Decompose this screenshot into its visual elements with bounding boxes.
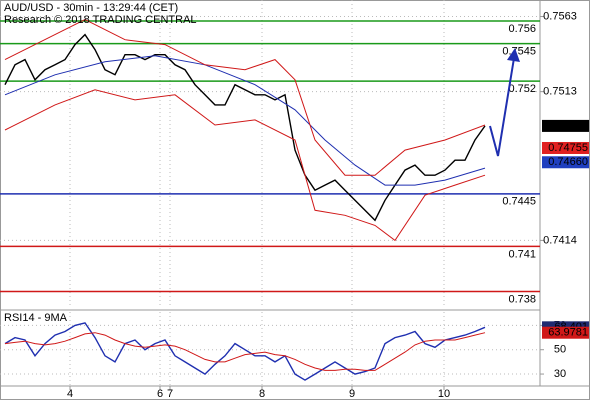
x-tick-label: 4 [67,388,73,400]
level-label: 0.752 [508,83,536,95]
series-line [4,322,486,381]
series-line [4,55,486,186]
rsi-title: RSI14 - 9MA [4,312,68,324]
x-tick-label: 6 [157,388,163,400]
price-box-label: 63.9781 [548,327,588,339]
price-box [542,326,589,339]
series-line [4,89,486,242]
x-tick-label: 9 [349,388,355,400]
price-box-label: 0.74755 [548,142,588,154]
y-tick-label: 30 [554,368,566,380]
level-label: 0.738 [508,293,536,305]
price-box [542,119,589,132]
chart-title: AUD/USD - 30min - 13:29:44 (CET) [4,2,178,14]
price-box-label: 0.74902 [548,120,588,132]
y-tick-label: 0.7563 [543,10,577,22]
x-tick-label: 8 [259,388,265,400]
price-box-label: 0.74660 [548,156,588,168]
x-tick-label: 7 [167,388,173,400]
arrow-head [507,48,520,62]
price-box [542,156,589,169]
level-label: 0.7545 [502,45,536,57]
chart-subtitle: Research © 2018 TRADING CENTRAL [4,14,197,26]
level-label: 0.7445 [502,196,536,208]
level-label: 0.741 [508,248,536,260]
price-box [542,141,589,154]
x-tick-label: 10 [438,388,450,400]
projection-arrow [489,51,516,157]
y-tick-label: 0.7513 [543,86,577,98]
series-line [4,18,486,176]
y-tick-label: 0.7414 [543,234,577,246]
series-line [4,332,486,371]
series-line [4,33,486,222]
y-tick-label: 50 [554,344,566,356]
level-label: 0.756 [508,23,536,35]
